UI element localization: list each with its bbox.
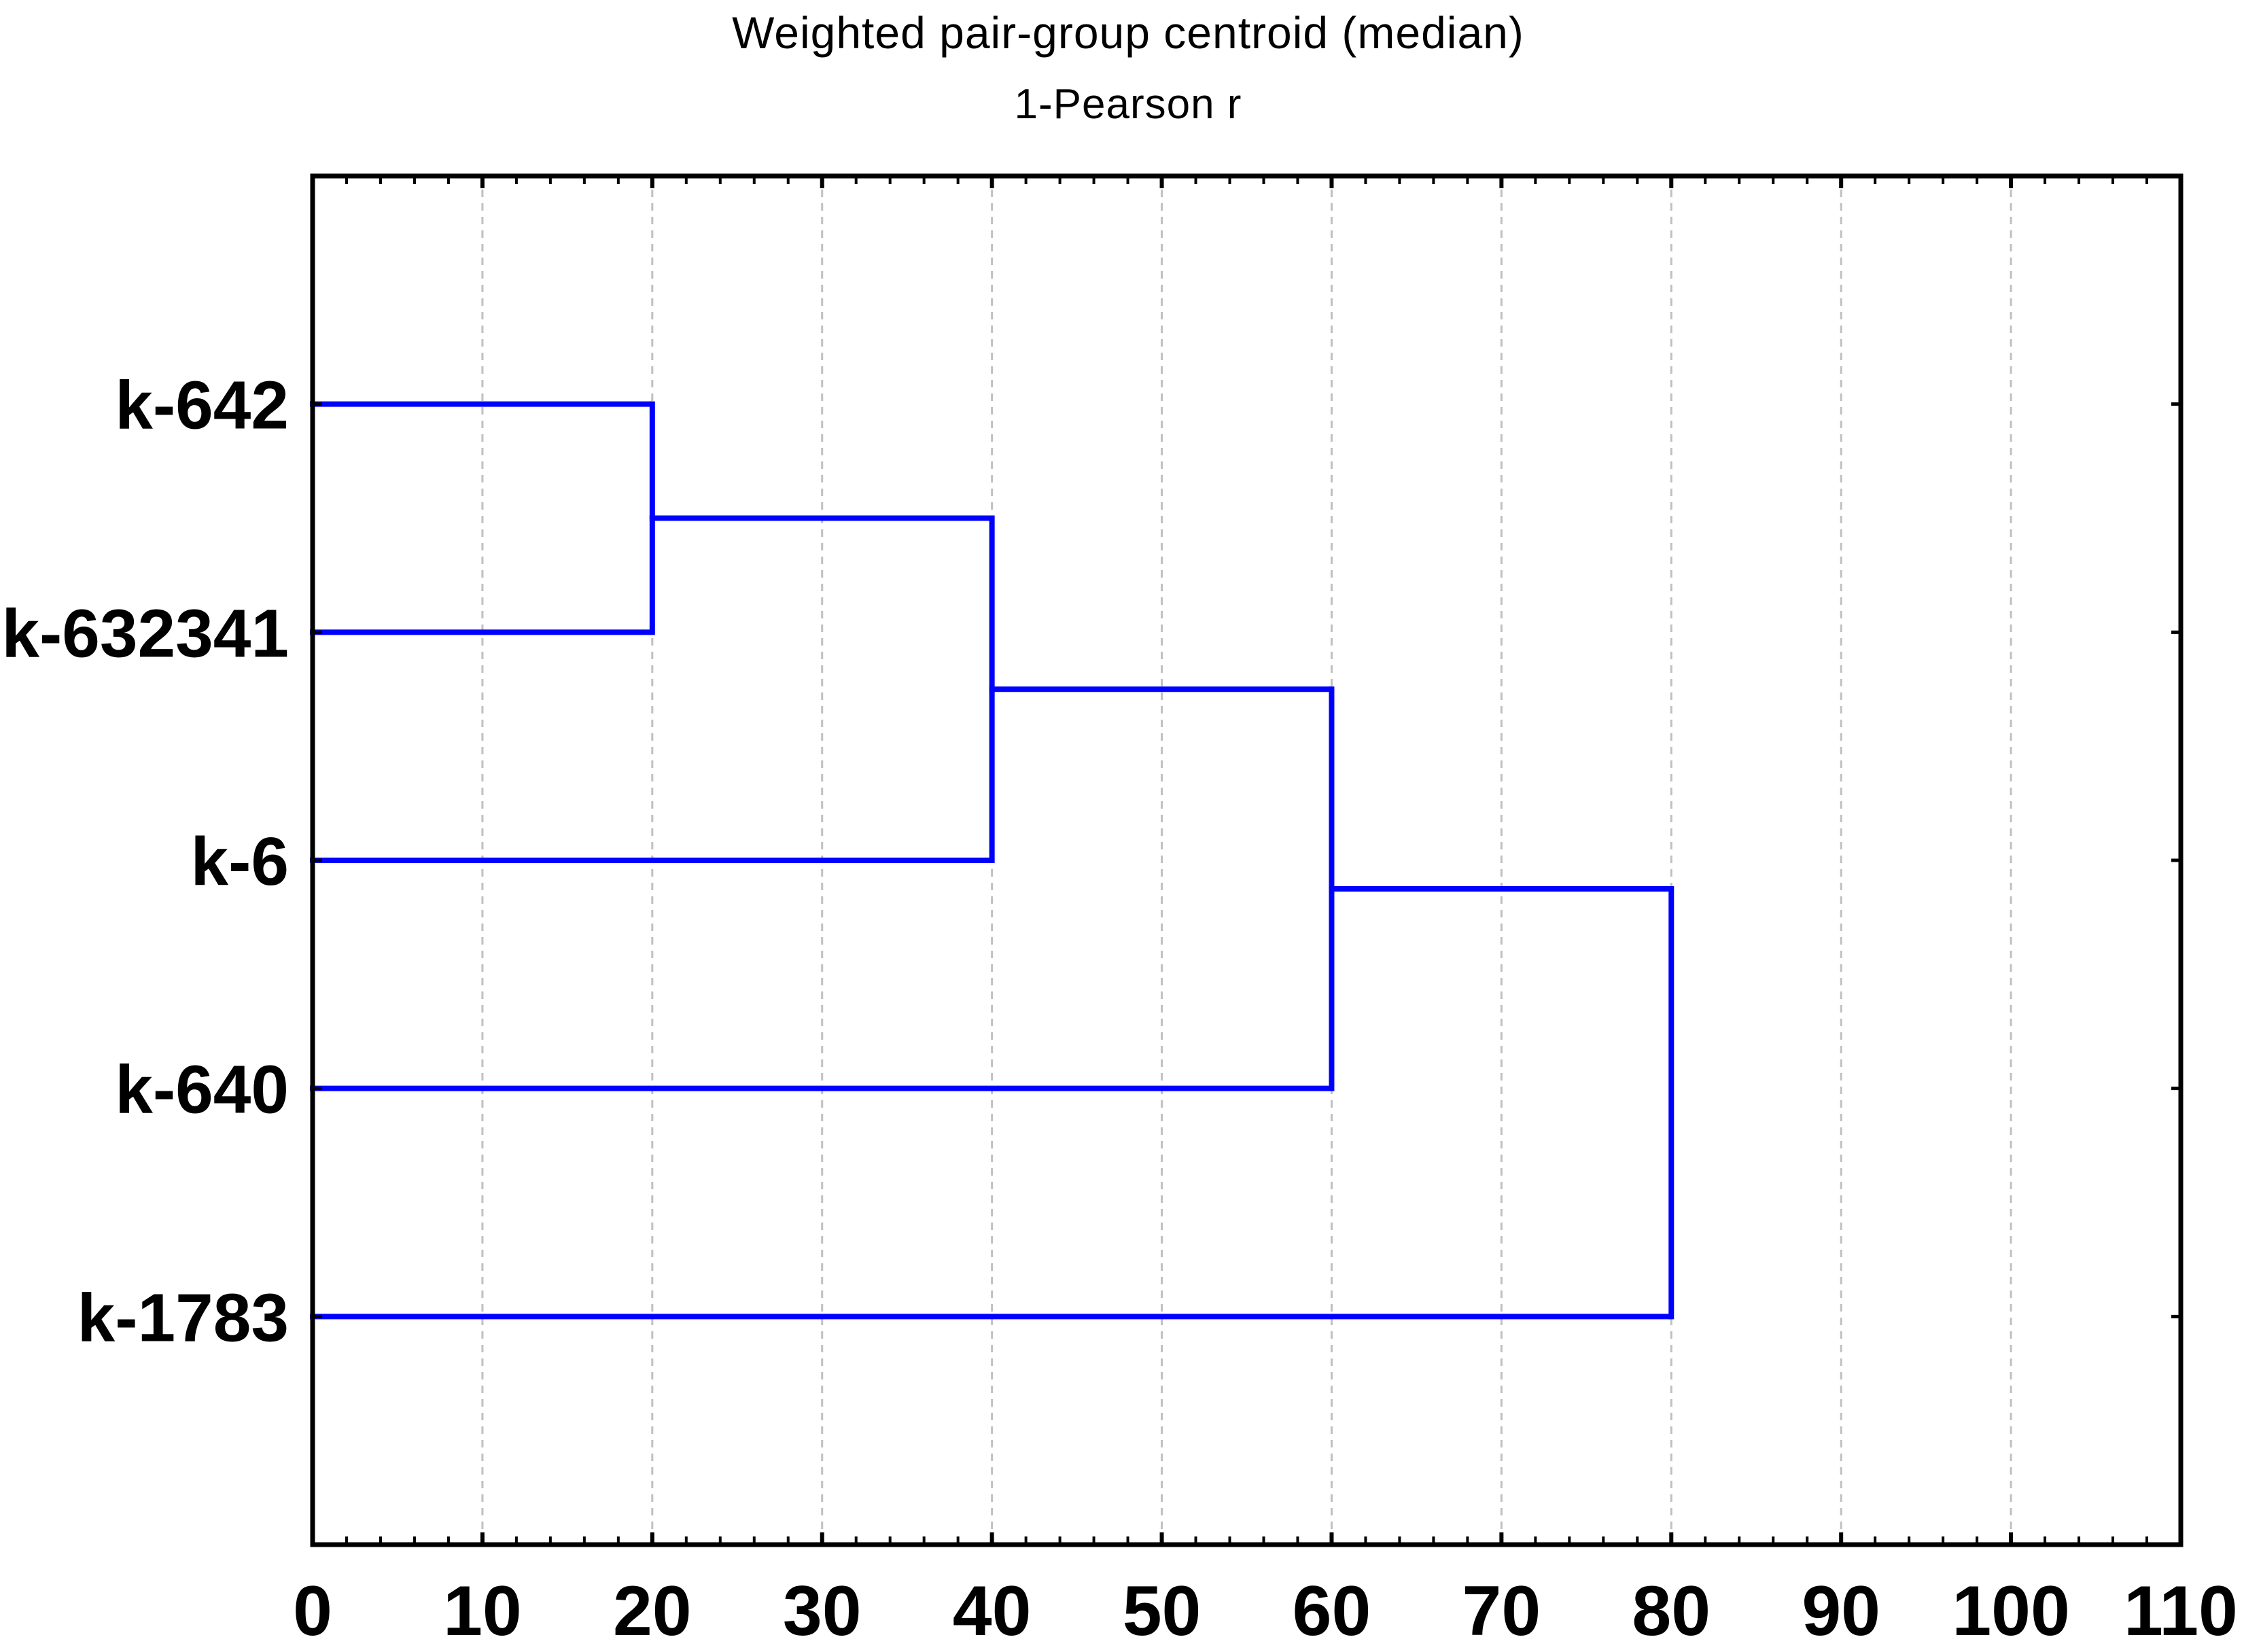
x-axis-tick-label: 10 bbox=[443, 1572, 522, 1651]
leaf-label: k-6 bbox=[190, 824, 289, 900]
x-axis-tick-label: 60 bbox=[1293, 1572, 1371, 1651]
leaf-label: k-640 bbox=[115, 1052, 289, 1128]
chart-subtitle: 1-Pearson r bbox=[1014, 81, 1242, 128]
chart-title: Weighted pair-group centroid (median) bbox=[732, 7, 1524, 58]
leaf-label: k-1783 bbox=[77, 1280, 289, 1356]
x-axis-tick-label: 30 bbox=[783, 1572, 862, 1651]
x-axis-tick-label: 0 bbox=[293, 1572, 332, 1651]
x-axis-tick-label: 70 bbox=[1462, 1572, 1541, 1651]
x-axis-tick-label: 20 bbox=[613, 1572, 692, 1651]
x-axis-tick-label: 90 bbox=[1802, 1572, 1880, 1651]
x-axis-tick-label: 100 bbox=[1952, 1572, 2070, 1651]
leaf-label: k-632341 bbox=[1, 595, 289, 671]
leaf-label: k-642 bbox=[115, 368, 289, 444]
x-axis-tick-label: 110 bbox=[2124, 1572, 2238, 1651]
x-axis-tick-label: 50 bbox=[1123, 1572, 1202, 1651]
x-axis-tick-label: 40 bbox=[953, 1572, 1032, 1651]
x-axis-tick-label: 80 bbox=[1632, 1572, 1711, 1651]
